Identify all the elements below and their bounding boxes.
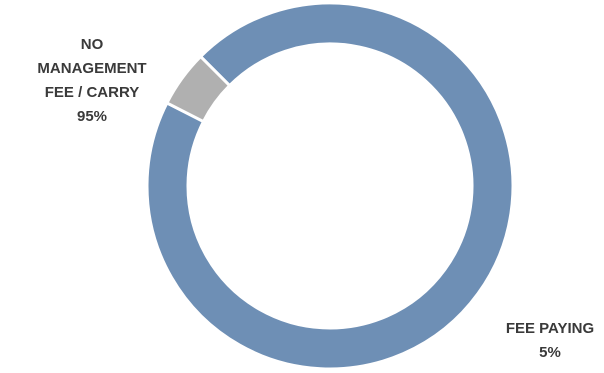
donut-slice-0 <box>145 1 515 371</box>
slice-percent-label: 5% <box>539 344 561 361</box>
slice-label-line-2: MANAGEMENT <box>37 60 146 77</box>
slice-label-fee-paying: FEE PAYING 5% <box>506 320 594 361</box>
slice-label-line-3: FEE / CARRY <box>45 84 139 101</box>
slice-percent-label: 95% <box>77 108 107 125</box>
slice-label-line-1: NO <box>81 36 104 53</box>
slice-label-line-1: FEE PAYING <box>506 320 594 337</box>
donut-slice-1 <box>164 54 232 124</box>
donut-slices <box>145 1 515 371</box>
slice-label-no-management-fee: NO MANAGEMENT FEE / CARRY 95% <box>37 36 146 125</box>
